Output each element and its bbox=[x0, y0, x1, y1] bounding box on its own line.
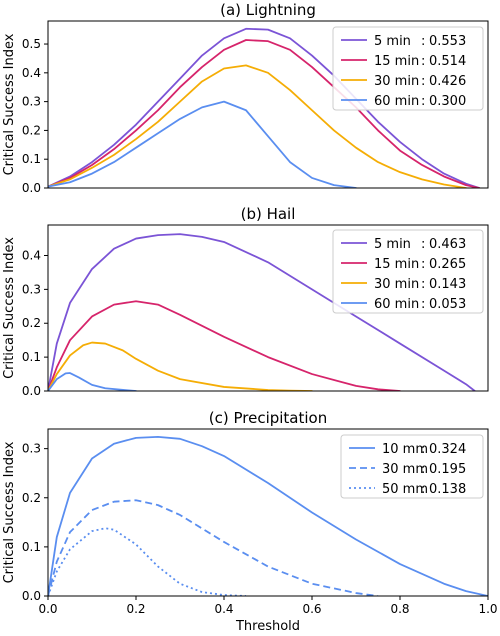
legend-entry: 50 mm: 0.138 bbox=[382, 482, 466, 497]
y-tick-label: 0.1 bbox=[22, 350, 41, 364]
legend-series-name: 5 min bbox=[374, 237, 411, 252]
legend-series-name: 60 min bbox=[374, 297, 419, 312]
chart-panel-2: (b) Hail Critical Success Index 0.0 0.1 0.2 0… bbox=[2, 205, 489, 398]
legend-value: 0.143 bbox=[429, 277, 466, 292]
legend-entry: 15 min:0.265 bbox=[374, 257, 466, 272]
legend-entry: 10 mm: 0.324 bbox=[382, 442, 466, 457]
y-tick-label: 0.4 bbox=[22, 248, 41, 262]
y-axis-label: Critical Success Index bbox=[2, 237, 17, 379]
legend-value: 0.514 bbox=[429, 54, 466, 69]
x-tick-label: 0.8 bbox=[390, 602, 409, 616]
x-tick-label: 0.2 bbox=[126, 602, 145, 616]
x-tick-label: 1.0 bbox=[478, 602, 497, 616]
y-axis-label: Critical Success Index bbox=[2, 33, 17, 175]
legend-value: 0.138 bbox=[429, 482, 466, 497]
panel-title: (c) Precipitation bbox=[209, 409, 327, 427]
y-tick-label: 0.3 bbox=[22, 442, 41, 456]
series-line-30-min bbox=[48, 341, 313, 391]
plot-frame bbox=[47, 20, 489, 189]
series-line-50-mm bbox=[48, 527, 247, 596]
plot-frame bbox=[47, 224, 489, 392]
legend-value: 0.265 bbox=[429, 257, 466, 272]
legend-entry: 30 min:0.426 bbox=[374, 74, 466, 89]
legend-separator: : bbox=[421, 237, 425, 252]
y-tick-label: 0.5 bbox=[22, 37, 41, 51]
series-line-60-min bbox=[48, 100, 357, 188]
legend-value: 0.324 bbox=[429, 442, 466, 457]
legend-entry: 60 min:0.053 bbox=[374, 297, 466, 312]
chart-panel-3: (c) Precipitation Critical Success Index 0… bbox=[2, 409, 498, 634]
legend-entry: 30 min:0.143 bbox=[374, 277, 466, 292]
y-tick-label: 0.2 bbox=[22, 123, 41, 137]
series-line-5-min bbox=[48, 233, 476, 391]
series-line-5-min bbox=[48, 27, 481, 188]
legend-value: 0.463 bbox=[429, 237, 466, 252]
x-tick-label: 0.6 bbox=[302, 602, 321, 616]
legend-series-name: 5 min bbox=[374, 34, 411, 49]
legend-separator: : bbox=[421, 257, 425, 272]
panel-title: (a) Lightning bbox=[220, 1, 316, 19]
legend-box bbox=[332, 26, 484, 111]
legend-series-name: 30 min bbox=[374, 74, 419, 89]
legend-series-name: 30 min bbox=[374, 277, 419, 292]
y-tick-label: 0.0 bbox=[22, 181, 41, 195]
legend-value: 0.426 bbox=[429, 74, 466, 89]
legend-box bbox=[332, 229, 484, 314]
series-line-30-mm bbox=[48, 499, 379, 596]
legend-entry: 5 min:0.463 bbox=[374, 237, 466, 252]
legend-separator: : bbox=[421, 297, 425, 312]
series-line-10-mm bbox=[48, 435, 488, 596]
x-tick-label: 0.4 bbox=[214, 602, 233, 616]
legend-series-name: 15 min bbox=[374, 54, 419, 69]
y-axis-label: Critical Success Index bbox=[2, 441, 17, 583]
legend-separator: : bbox=[421, 34, 425, 49]
plot-frame bbox=[47, 428, 489, 597]
legend-series-name: 10 mm bbox=[382, 442, 428, 457]
legend-value: 0.053 bbox=[429, 297, 466, 312]
legend-separator: : bbox=[421, 442, 425, 457]
legend-series-name: 60 min bbox=[374, 94, 419, 109]
y-tick-label: 0.0 bbox=[22, 589, 41, 603]
legend-separator: : bbox=[421, 54, 425, 69]
y-tick-label: 0.1 bbox=[22, 540, 41, 554]
series-line-15-min bbox=[48, 39, 481, 188]
x-axis-label: Threshold bbox=[235, 619, 300, 634]
legend-entry: 5 min:0.553 bbox=[374, 34, 466, 49]
series-line-15-min bbox=[48, 300, 401, 391]
legend-separator: : bbox=[421, 482, 425, 497]
legend-value: 0.300 bbox=[429, 94, 466, 109]
chart-panel-1: (a) Lightning Critical Success Index 0.0 0.… bbox=[2, 1, 489, 195]
legend-separator: : bbox=[421, 74, 425, 89]
legend-separator: : bbox=[421, 94, 425, 109]
y-tick-label: 0.2 bbox=[22, 491, 41, 505]
legend-separator: : bbox=[421, 277, 425, 292]
panel-title: (b) Hail bbox=[241, 205, 296, 223]
y-tick-label: 0.3 bbox=[22, 282, 41, 296]
legend-separator: : bbox=[421, 462, 425, 477]
y-tick-label: 0.1 bbox=[22, 152, 41, 166]
series-line-30-min bbox=[48, 64, 467, 188]
legend-series-name: 15 min bbox=[374, 257, 419, 272]
y-tick-label: 0.2 bbox=[22, 316, 41, 330]
series-line-60-min bbox=[48, 372, 137, 391]
legend-box bbox=[340, 434, 484, 499]
y-tick-label: 0.4 bbox=[22, 66, 41, 80]
legend-series-name: 30 mm bbox=[382, 462, 428, 477]
y-tick-label: 0.0 bbox=[22, 384, 41, 398]
legend-value: 0.553 bbox=[429, 34, 466, 49]
x-tick-label: 0.0 bbox=[38, 602, 57, 616]
legend-entry: 30 mm: 0.195 bbox=[382, 462, 466, 477]
y-tick-label: 0.3 bbox=[22, 95, 41, 109]
legend-value: 0.195 bbox=[429, 462, 466, 477]
legend-series-name: 50 mm bbox=[382, 482, 428, 497]
legend-entry: 60 min:0.300 bbox=[374, 94, 466, 109]
legend-entry: 15 min:0.514 bbox=[374, 54, 466, 69]
